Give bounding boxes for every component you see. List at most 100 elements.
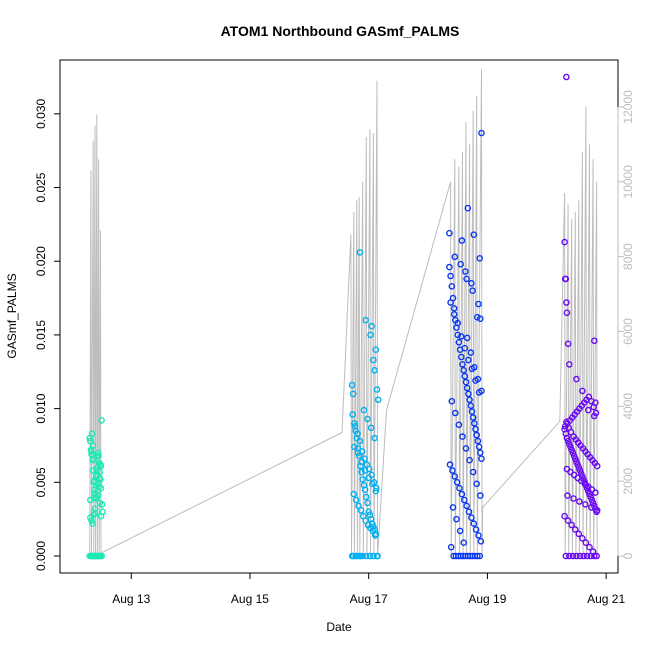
data-point (477, 538, 485, 545)
data-point (365, 474, 373, 482)
data-point (478, 455, 485, 463)
data-point (90, 511, 98, 519)
data-point (449, 467, 456, 474)
data-point (373, 386, 381, 393)
data-point (476, 552, 484, 560)
data-point (465, 508, 473, 516)
data-point (465, 390, 472, 398)
data-point (474, 437, 482, 445)
data-point (446, 229, 453, 237)
data-point (89, 442, 97, 449)
y-axis-left: 0.000 0.005 0.010 0.015 0.020 0.025 0.030 (34, 99, 61, 571)
data-point (457, 260, 465, 268)
data-point (476, 315, 484, 323)
data-point (457, 353, 465, 361)
data-point (466, 396, 473, 404)
data-point (89, 520, 96, 527)
data-point (468, 514, 475, 522)
data-point (566, 552, 573, 560)
data-point (469, 468, 477, 476)
data-point (371, 434, 378, 442)
data-point (357, 506, 365, 514)
data-point (470, 420, 478, 427)
data-point (593, 506, 601, 514)
data-point (91, 505, 99, 513)
secondary-track-line (89, 69, 598, 557)
data-point (460, 496, 468, 504)
data-point (463, 334, 471, 342)
data-point (94, 452, 101, 460)
data-point (362, 316, 370, 324)
data-point (98, 417, 105, 424)
data-point (359, 552, 367, 560)
data-point (563, 309, 571, 317)
scatter-points-layer (86, 73, 601, 560)
data-point (351, 420, 358, 427)
data-point (451, 409, 459, 417)
data-point (447, 299, 454, 306)
data-point (448, 397, 456, 405)
y-tick-label: 0.025 (34, 172, 48, 202)
data-point (95, 480, 102, 488)
data-point (469, 414, 477, 421)
data-point (95, 483, 103, 491)
x-axis-title: Date (326, 620, 352, 634)
data-point (470, 520, 478, 527)
data-point (352, 496, 360, 504)
data-point (576, 552, 584, 560)
data-point (348, 381, 356, 389)
data-point (456, 484, 463, 492)
data-point (458, 237, 466, 244)
data-point (475, 532, 482, 539)
data-point (351, 422, 359, 430)
data-point (591, 552, 598, 560)
data-point (470, 363, 478, 371)
data-point (361, 467, 369, 474)
data-point (564, 492, 571, 499)
data-point (475, 300, 482, 308)
data-point (472, 526, 480, 533)
data-point (473, 480, 481, 488)
data-point (349, 390, 357, 398)
data-point (564, 340, 572, 348)
data-point (587, 493, 595, 501)
data-point (92, 552, 99, 560)
data-point (458, 490, 466, 498)
data-point (354, 449, 362, 457)
data-point (569, 552, 577, 560)
data-point (373, 552, 381, 560)
data-point (450, 305, 458, 312)
data-point (94, 492, 102, 499)
data-point (588, 504, 595, 511)
plot-frame (59, 59, 619, 574)
data-point (453, 515, 460, 523)
y-axis-title: GASmf_PALMS (5, 273, 19, 358)
data-point (567, 443, 574, 451)
data-point (591, 337, 598, 345)
x-tick-label: Aug 21 (587, 592, 625, 606)
data-point (473, 552, 481, 560)
data-point (370, 356, 377, 364)
y2-tick-label: 4000 (621, 393, 635, 420)
data-point (563, 73, 570, 81)
data-point (461, 372, 469, 380)
data-point (473, 431, 481, 439)
data-point (461, 344, 469, 352)
x-tick-label: Aug 17 (350, 592, 388, 606)
data-point (463, 502, 470, 510)
data-point (561, 238, 568, 246)
data-point (467, 402, 475, 410)
data-point (462, 445, 470, 452)
data-point (476, 492, 484, 499)
data-point (478, 129, 485, 137)
data-point (97, 461, 104, 468)
data-point (457, 333, 465, 340)
data-point (573, 552, 580, 560)
data-point (564, 437, 572, 445)
data-point (465, 356, 472, 364)
data-point (356, 249, 364, 256)
data-point (349, 411, 357, 418)
data-point (562, 552, 570, 560)
data-point (446, 461, 454, 468)
data-point (367, 424, 375, 432)
